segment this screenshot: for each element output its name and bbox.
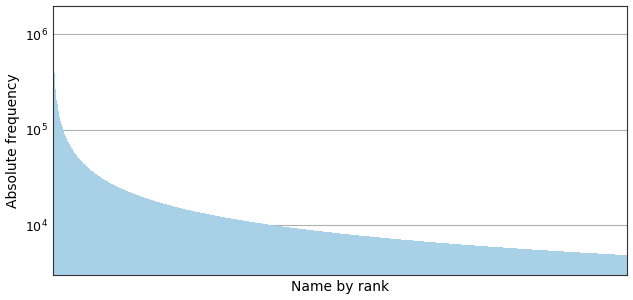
X-axis label: Name by rank: Name by rank — [291, 280, 389, 294]
Y-axis label: Absolute frequency: Absolute frequency — [6, 73, 20, 208]
